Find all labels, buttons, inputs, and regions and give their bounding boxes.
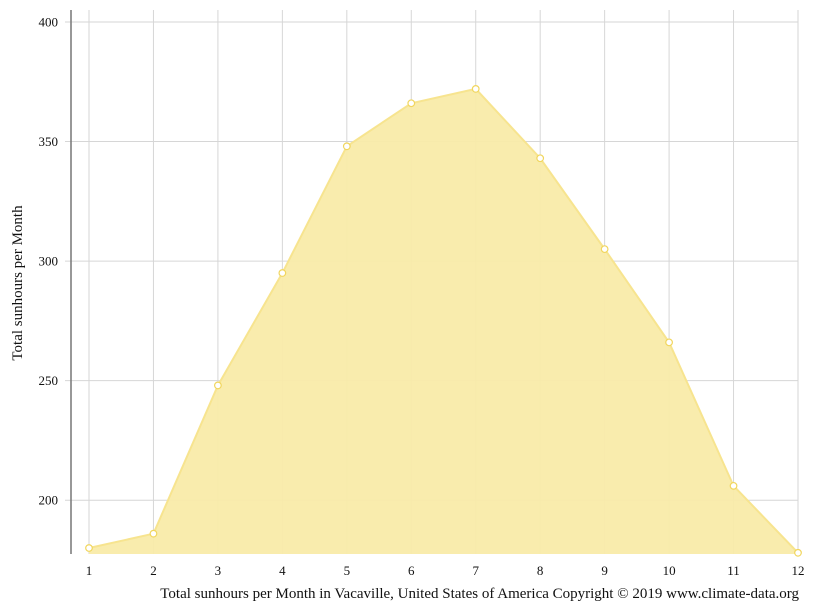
x-tick-label: 4 bbox=[279, 563, 286, 578]
data-point bbox=[342, 142, 351, 151]
series-line bbox=[88, 87, 799, 554]
x-tick-label: 3 bbox=[215, 563, 222, 578]
x-tick-label: 5 bbox=[344, 563, 351, 578]
x-tick-label: 8 bbox=[537, 563, 544, 578]
x-tick-label: 9 bbox=[601, 563, 608, 578]
x-tick-label: 11 bbox=[727, 563, 740, 578]
y-axis-title: Total sunhours per Month bbox=[10, 205, 26, 361]
y-tick-label: 350 bbox=[39, 134, 59, 149]
area-fill bbox=[89, 88, 798, 555]
y-tick-label: 300 bbox=[39, 254, 59, 269]
data-point bbox=[214, 381, 222, 390]
x-tick-label: 10 bbox=[663, 563, 676, 578]
data-point bbox=[149, 529, 158, 538]
x-tick-label: 7 bbox=[472, 563, 479, 578]
x-tick-label: 6 bbox=[408, 563, 415, 578]
data-point bbox=[600, 245, 609, 254]
data-points bbox=[85, 85, 802, 557]
data-point bbox=[729, 481, 738, 490]
y-tick-label: 400 bbox=[39, 14, 59, 29]
x-tick-label: 2 bbox=[150, 563, 157, 578]
data-point bbox=[471, 85, 480, 93]
y-tick-labels: 200 250 300 350 400 bbox=[39, 14, 59, 507]
area-series bbox=[88, 87, 799, 555]
y-tick-label: 250 bbox=[39, 373, 59, 388]
data-point bbox=[85, 544, 93, 552]
x-tick-label: 12 bbox=[792, 563, 805, 578]
x-tick-labels: 1 2 3 4 5 6 7 8 9 10 11 12 bbox=[86, 563, 805, 578]
data-point bbox=[278, 269, 287, 277]
x-axis-title: Total sunhours per Month in Vacaville, U… bbox=[160, 586, 799, 602]
y-tick-label: 200 bbox=[39, 493, 59, 508]
data-point bbox=[536, 154, 545, 163]
data-point bbox=[665, 338, 673, 347]
x-tick-label: 1 bbox=[86, 563, 93, 578]
data-point bbox=[794, 548, 802, 557]
data-point bbox=[407, 99, 416, 108]
